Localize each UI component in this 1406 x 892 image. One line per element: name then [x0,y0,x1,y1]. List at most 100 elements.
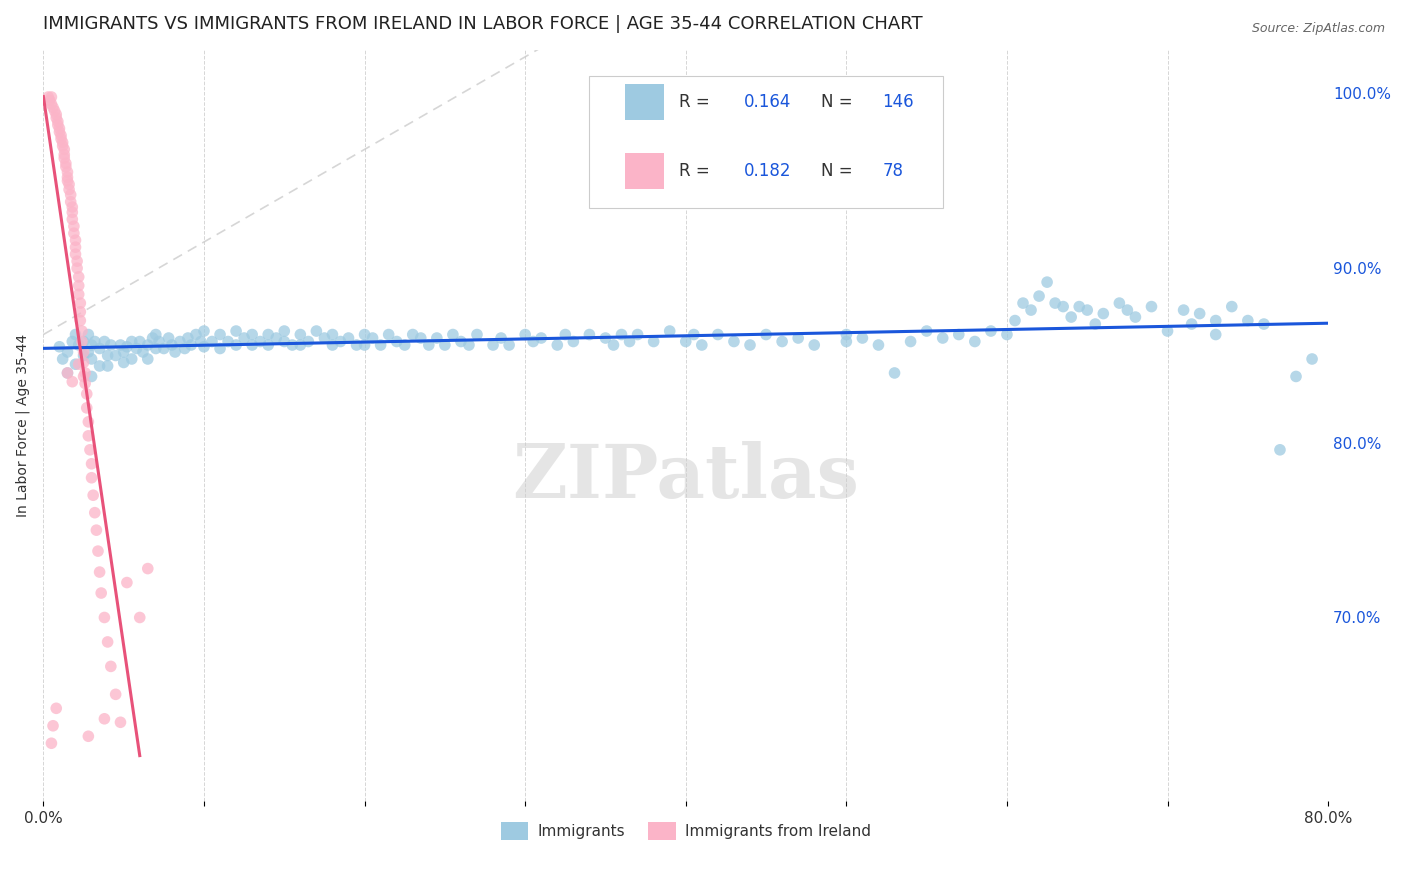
Point [104,349,127,363]
Point [1181,317,1204,331]
Point [38,94,60,108]
Point [56,165,79,179]
Point [546,338,568,352]
Text: 78: 78 [883,161,903,180]
Point [63,219,86,234]
Point [52,351,75,366]
Point [995,327,1018,342]
Point [48,121,70,136]
Point [165,345,187,359]
Point [1125,310,1147,324]
Point [157,331,180,345]
Point [409,331,432,345]
Point [77,729,100,743]
Point [37,90,59,104]
Point [104,687,127,701]
Point [148,334,170,349]
Point [112,345,135,359]
Point [80,471,103,485]
Point [948,327,970,342]
Point [1052,300,1074,314]
Text: N =: N = [821,93,858,111]
Point [297,334,319,349]
Point [83,334,105,349]
Point [851,331,873,345]
Point [173,342,195,356]
Point [353,327,375,342]
Point [418,338,440,352]
Point [72,334,94,349]
Point [193,324,215,338]
Point [76,387,98,401]
Point [93,712,115,726]
Point [441,327,464,342]
Point [136,338,159,352]
Point [209,327,232,342]
Point [60,205,83,219]
Point [610,327,633,342]
Point [193,340,215,354]
Point [65,327,87,342]
Point [93,610,115,624]
Point [1076,303,1098,318]
Text: ZIPatlas: ZIPatlas [512,442,859,515]
Point [803,338,825,352]
Point [110,715,132,730]
Point [52,136,75,150]
Point [522,334,544,349]
Point [240,338,263,352]
Point [1253,317,1275,331]
FancyBboxPatch shape [589,76,942,208]
Point [883,366,905,380]
Point [458,338,481,352]
Point [225,338,247,352]
Point [100,659,122,673]
Point [55,160,77,174]
Point [1004,313,1026,327]
Point [48,340,70,354]
Point [80,369,103,384]
Point [931,331,953,345]
Text: 0.182: 0.182 [744,161,792,180]
Point [77,415,100,429]
Point [682,327,704,342]
Point [1268,442,1291,457]
Legend: Immigrants, Immigrants from Ireland: Immigrants, Immigrants from Ireland [495,816,877,846]
Point [602,338,624,352]
Point [385,334,408,349]
Point [595,331,617,345]
Point [1116,303,1139,318]
Point [55,156,77,170]
Point [56,345,79,359]
Point [66,261,89,276]
Point [153,342,176,356]
Point [77,345,100,359]
Point [49,132,72,146]
Point [66,254,89,268]
Point [125,342,148,356]
Point [240,327,263,342]
Point [770,334,793,349]
Text: Source: ZipAtlas.com: Source: ZipAtlas.com [1251,22,1385,36]
Point [42,100,65,114]
Point [273,334,295,349]
Text: R =: R = [679,161,716,180]
Point [1301,351,1323,366]
Point [578,327,600,342]
Point [69,313,91,327]
Point [321,327,343,342]
Point [346,338,368,352]
Point [69,296,91,310]
Point [53,147,76,161]
Point [72,345,94,359]
Point [45,111,67,125]
Point [1140,300,1163,314]
Point [184,327,207,342]
Point [707,327,730,342]
Point [868,338,890,352]
Point [180,338,202,352]
Point [1285,369,1308,384]
Text: 146: 146 [883,93,914,111]
Point [60,212,83,227]
Point [100,338,122,352]
